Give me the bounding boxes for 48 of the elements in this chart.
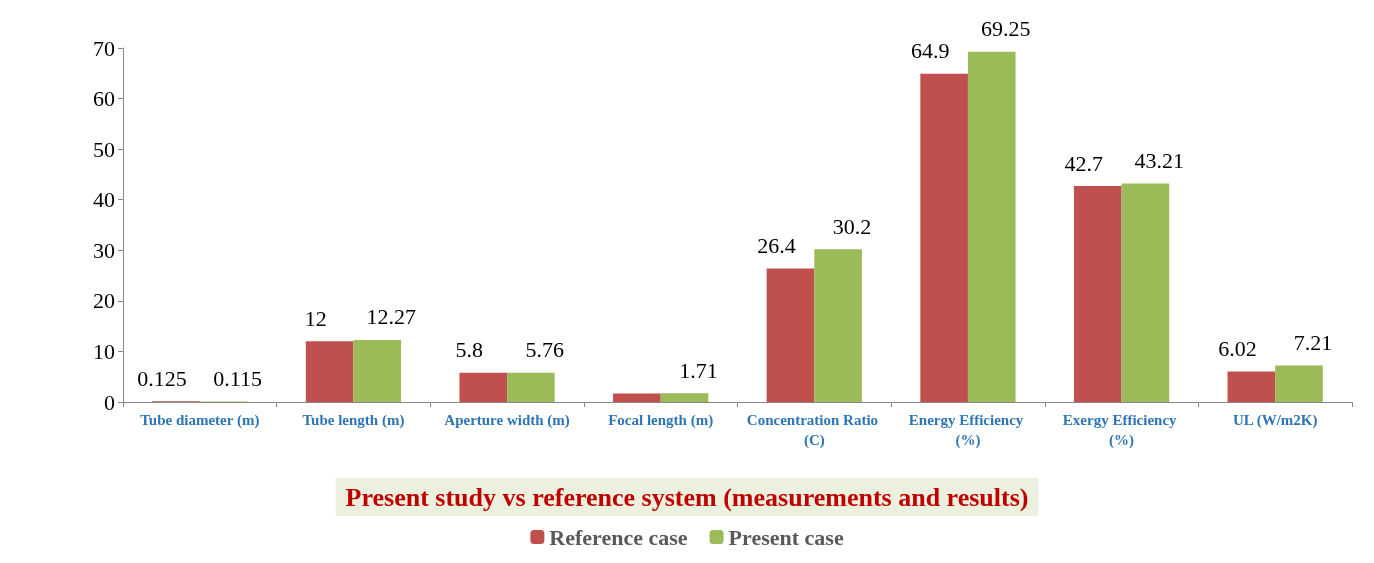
data-label: 7.21 [1293, 330, 1333, 356]
data-label: 42.7 [1064, 150, 1103, 176]
y-tick-label: 20 [93, 288, 115, 314]
y-tick-label: 40 [93, 187, 115, 213]
data-label: 26.4 [757, 232, 796, 258]
bar [507, 372, 555, 402]
data-label: 5.76 [525, 337, 565, 363]
x-tick-label: Energy Efficiency (%) [908, 412, 1028, 449]
y-tick-label: 50 [93, 136, 115, 162]
y-tick-label: 70 [93, 35, 115, 61]
data-label: 69.25 [981, 16, 1031, 42]
bar [766, 268, 815, 402]
bar [1121, 183, 1170, 402]
x-tick-label: Aperture width (m) [444, 412, 570, 429]
x-tick-label: Tube diameter (m) [140, 412, 260, 429]
bar [305, 341, 354, 402]
x-tick-label: Exergy Efficiency (%) [1062, 412, 1181, 449]
data-label: 12 [304, 305, 327, 331]
data-label: 43.21 [1134, 147, 1185, 173]
data-label: 0.125 [137, 365, 187, 391]
legend-label: Present case [728, 524, 844, 550]
bar [814, 249, 862, 402]
bar [459, 372, 508, 402]
x-tick-label: Tube length (m) [302, 412, 405, 429]
data-label: 30.2 [832, 213, 872, 239]
data-label: 5.8 [455, 337, 483, 363]
legend-label: Reference case [549, 524, 688, 550]
data-label: 6.02 [1218, 336, 1257, 362]
x-tick-label: Concentration Ratio (C) [746, 412, 882, 449]
bar [613, 393, 661, 402]
text: Present study vs reference system (measurements and results) [345, 482, 1029, 512]
data-label: 64.9 [910, 38, 950, 64]
y-tick-label: 60 [93, 86, 115, 112]
bar [660, 393, 709, 402]
bar [1073, 186, 1122, 402]
y-tick-label: 30 [93, 237, 115, 263]
x-tick-label: UL (W/m2K) [1232, 412, 1318, 429]
bar [1227, 371, 1276, 402]
data-label: 0.115 [213, 365, 262, 391]
bar [967, 51, 1016, 402]
y-tick-label: 10 [93, 338, 115, 364]
data-label: 12.27 [366, 304, 416, 330]
bar [920, 73, 968, 402]
y-tick-label: 0 [104, 389, 115, 415]
data-label: 1.71 [679, 357, 718, 383]
bar [353, 339, 402, 402]
bar [1275, 365, 1323, 402]
x-tick-label: Focal length (m) [608, 412, 714, 429]
